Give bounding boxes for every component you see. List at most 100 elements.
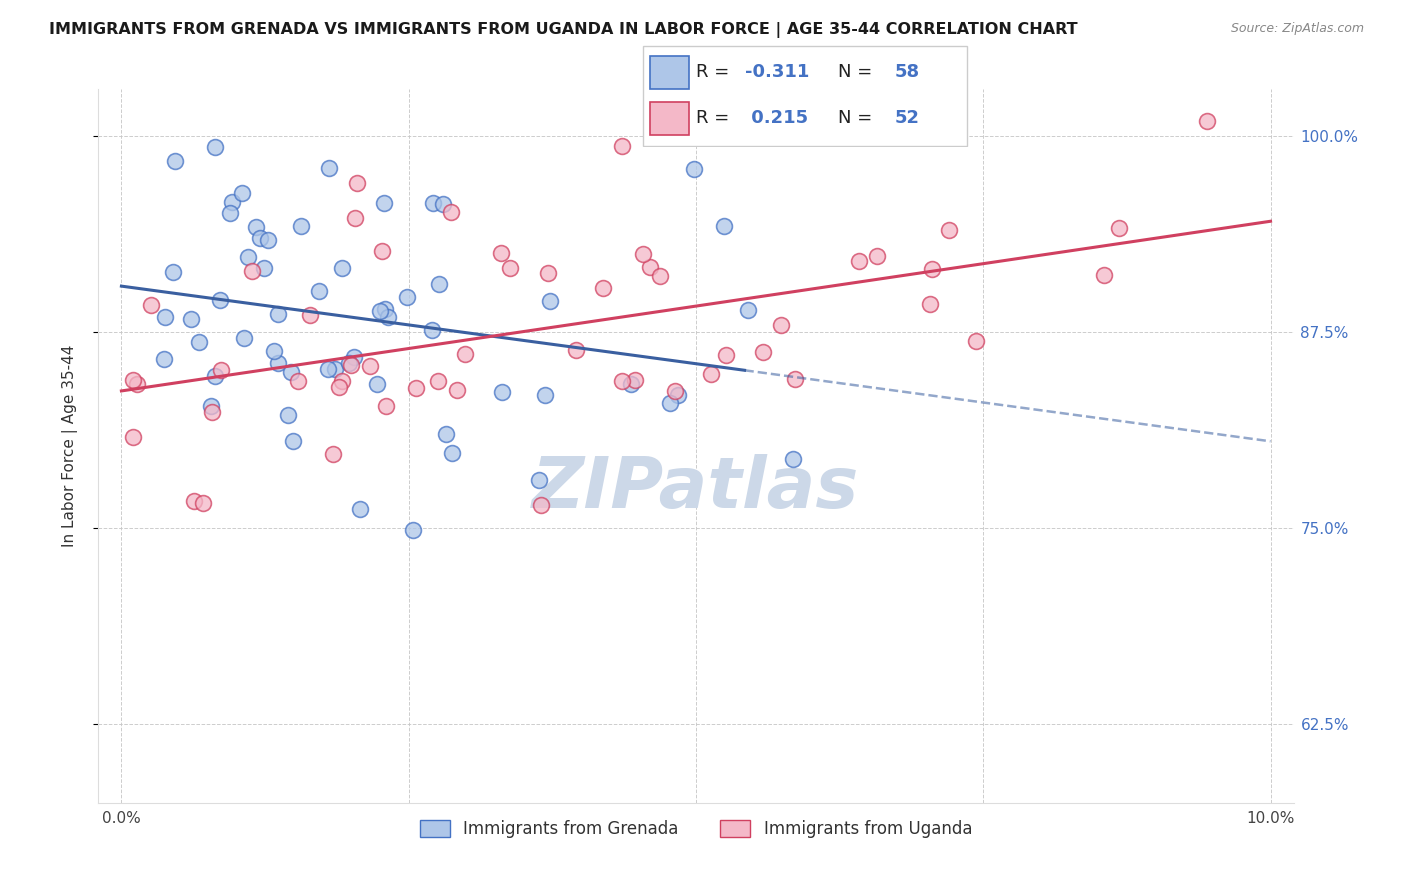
Text: 52: 52: [894, 110, 920, 128]
Point: [253, 260, 276, 275]
Point: [153, 310, 176, 324]
Point: [440, 204, 463, 219]
Point: [592, 281, 614, 295]
Point: [1197, 113, 1219, 128]
Point: [534, 387, 557, 401]
Bar: [650, 56, 689, 88]
Point: [396, 290, 419, 304]
Point: [427, 374, 450, 388]
Point: [650, 268, 672, 283]
Point: [499, 261, 522, 276]
Point: [427, 277, 450, 291]
Point: [322, 447, 344, 461]
Point: [965, 334, 987, 348]
Text: -0.311: -0.311: [745, 63, 810, 81]
Point: [918, 297, 941, 311]
Point: [343, 350, 366, 364]
Point: [658, 396, 681, 410]
Point: [682, 162, 704, 177]
Point: [432, 197, 454, 211]
Point: [633, 247, 655, 261]
Point: [441, 446, 464, 460]
Point: [125, 377, 148, 392]
Point: [446, 383, 468, 397]
Text: N =: N =: [838, 63, 877, 81]
Point: [344, 211, 367, 226]
Point: [191, 495, 214, 509]
Point: [359, 359, 381, 373]
Point: [122, 430, 145, 444]
Point: [664, 384, 686, 399]
Point: [257, 233, 280, 247]
Point: [337, 356, 360, 370]
Point: [638, 260, 661, 274]
Point: [714, 348, 737, 362]
Point: [401, 523, 423, 537]
Point: [564, 343, 586, 358]
Point: [209, 363, 232, 377]
Legend: Immigrants from Grenada, Immigrants from Uganda: Immigrants from Grenada, Immigrants from…: [413, 813, 979, 845]
Point: [620, 377, 643, 392]
Point: [921, 262, 943, 277]
Point: [737, 303, 759, 318]
Point: [204, 140, 226, 154]
Text: R =: R =: [696, 110, 735, 128]
Text: 58: 58: [894, 63, 920, 81]
Point: [420, 323, 443, 337]
Point: [612, 374, 634, 388]
Text: ZIPatlas: ZIPatlas: [533, 454, 859, 524]
Point: [454, 347, 477, 361]
Point: [330, 375, 353, 389]
Point: [280, 365, 302, 379]
Point: [713, 219, 735, 234]
Point: [377, 310, 399, 324]
Point: [316, 362, 339, 376]
Point: [405, 381, 427, 395]
Point: [938, 223, 960, 237]
Point: [318, 161, 340, 175]
Point: [163, 153, 186, 168]
Point: [298, 309, 321, 323]
Point: [330, 260, 353, 275]
Point: [373, 195, 395, 210]
Point: [537, 266, 560, 280]
Point: [204, 368, 226, 383]
Point: [238, 250, 260, 264]
Point: [848, 254, 870, 268]
Point: [233, 331, 256, 345]
Point: [624, 373, 647, 387]
Point: [349, 502, 371, 516]
Point: [422, 196, 444, 211]
Point: [371, 244, 394, 259]
Point: [366, 377, 388, 392]
Point: [770, 318, 793, 332]
Point: [323, 362, 346, 376]
Text: IMMIGRANTS FROM GRENADA VS IMMIGRANTS FROM UGANDA IN LABOR FORCE | AGE 35-44 COR: IMMIGRANTS FROM GRENADA VS IMMIGRANTS FR…: [49, 22, 1078, 38]
Point: [141, 298, 163, 312]
Point: [249, 230, 271, 244]
Point: [200, 400, 222, 414]
Text: R =: R =: [696, 63, 735, 81]
Point: [162, 265, 184, 279]
Point: [610, 139, 633, 153]
Point: [231, 186, 253, 201]
Point: [346, 176, 368, 190]
Point: [865, 249, 887, 263]
Point: [1092, 268, 1115, 282]
Point: [187, 334, 209, 349]
Text: 0.215: 0.215: [745, 110, 808, 128]
Point: [266, 356, 288, 370]
Bar: [650, 102, 689, 135]
Point: [287, 374, 309, 388]
Point: [221, 194, 243, 209]
Point: [1108, 221, 1130, 235]
Point: [527, 473, 550, 487]
Text: N =: N =: [838, 110, 877, 128]
Point: [152, 352, 174, 367]
Point: [240, 264, 263, 278]
Y-axis label: In Labor Force | Age 35-44: In Labor Force | Age 35-44: [62, 345, 77, 547]
Point: [489, 245, 512, 260]
Point: [208, 293, 231, 308]
Point: [370, 304, 392, 318]
Point: [276, 408, 298, 422]
